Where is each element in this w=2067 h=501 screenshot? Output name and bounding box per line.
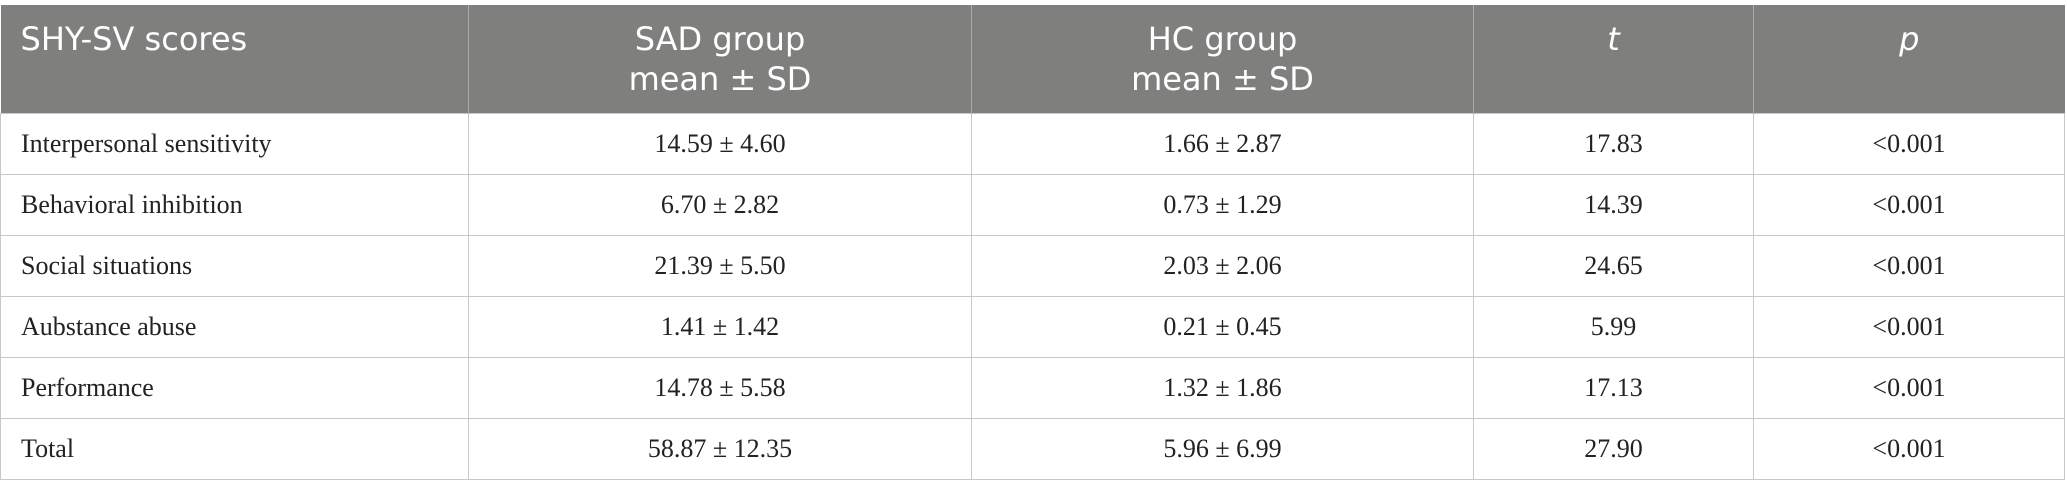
- table-cell: 5.96 ± 6.99: [971, 417, 1474, 480]
- table-cell: <0.001: [1753, 356, 2065, 419]
- table-cell: 0.21 ± 0.45: [971, 295, 1474, 358]
- row-label: Behavioral inhibition: [0, 173, 469, 236]
- table-cell: 24.65: [1473, 234, 1754, 297]
- table-row: Aubstance abuse 1.41 ± 1.42 0.21 ± 0.45 5.9…: [0, 295, 2065, 358]
- table-cell: 17.83: [1473, 112, 1754, 175]
- row-label: Interpersonal sensitivity: [0, 112, 469, 175]
- table-cell: 14.39: [1473, 173, 1754, 236]
- row-label: Social situations: [0, 234, 469, 297]
- header-text: p: [1899, 20, 1920, 58]
- header-cell: t: [1473, 5, 1754, 113]
- header-text: SHY-SV scores: [20, 20, 248, 58]
- table-row: Performance 14.78 ± 5.58 1.32 ± 1.86 17.13 <…: [0, 356, 2065, 419]
- row-label: Total: [0, 417, 469, 480]
- header-text: mean ± SD: [1131, 60, 1314, 98]
- table-cell: 14.59 ± 4.60: [468, 112, 972, 175]
- table-row: Total 58.87 ± 12.35 5.96 ± 6.99 27.90 <0.001: [0, 417, 2065, 480]
- table-cell: <0.001: [1753, 234, 2065, 297]
- table-row: Social situations 21.39 ± 5.50 2.03 ± 2.06…: [0, 234, 2065, 297]
- header-cell: HC group mean ± SD: [971, 5, 1474, 113]
- table-cell: 21.39 ± 5.50: [468, 234, 972, 297]
- header-cell: p: [1753, 5, 2065, 113]
- table-cell: 1.41 ± 1.42: [468, 295, 972, 358]
- table-cell: 5.99: [1473, 295, 1754, 358]
- table-row: Interpersonal sensitivity 14.59 ± 4.60 1.6…: [0, 112, 2065, 175]
- table-body: Interpersonal sensitivity 14.59 ± 4.60 1.6…: [0, 112, 2065, 480]
- table-cell: 27.90: [1473, 417, 1754, 480]
- table-cell: 14.78 ± 5.58: [468, 356, 972, 419]
- table-header: SHY-SV scores SAD group mean ± SD HC group m…: [0, 5, 2065, 113]
- table-cell: 1.66 ± 2.87: [971, 112, 1474, 175]
- header-cell: SAD group mean ± SD: [468, 5, 972, 113]
- table-cell: <0.001: [1753, 417, 2065, 480]
- table-row: Behavioral inhibition 6.70 ± 2.82 0.73 ± 1…: [0, 173, 2065, 236]
- header-text: HC group: [1147, 20, 1298, 58]
- header-text: t: [1607, 20, 1620, 58]
- table-cell: 1.32 ± 1.86: [971, 356, 1474, 419]
- header-text: mean ± SD: [628, 60, 812, 98]
- table-cell: <0.001: [1753, 295, 2065, 358]
- row-label: Performance: [0, 356, 469, 419]
- scores-table: SHY-SV scores SAD group mean ± SD HC group m…: [0, 5, 2065, 480]
- table-cell: 58.87 ± 12.35: [468, 417, 972, 480]
- table-cell: 6.70 ± 2.82: [468, 173, 972, 236]
- table-cell: 17.13: [1473, 356, 1754, 419]
- table-cell: 0.73 ± 1.29: [971, 173, 1474, 236]
- header-row: SHY-SV scores SAD group mean ± SD HC group m…: [0, 5, 2065, 113]
- table-cell: <0.001: [1753, 112, 2065, 175]
- table-cell: <0.001: [1753, 173, 2065, 236]
- table-cell: 2.03 ± 2.06: [971, 234, 1474, 297]
- header-cell: SHY-SV scores: [0, 5, 469, 113]
- header-text: SAD group: [634, 20, 806, 58]
- row-label: Aubstance abuse: [0, 295, 469, 358]
